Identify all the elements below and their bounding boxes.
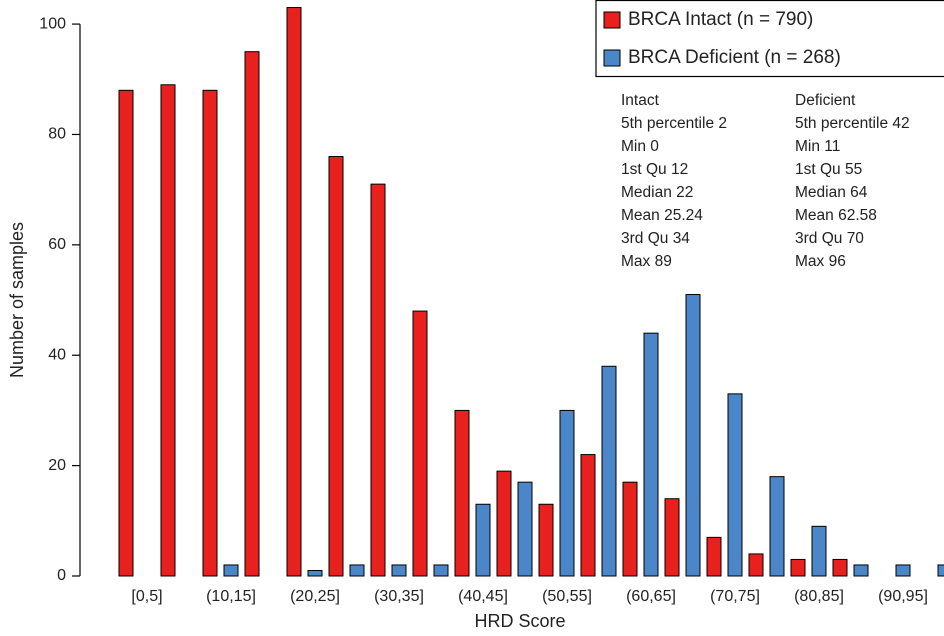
x-tick-label: [0,5] [131, 588, 162, 605]
x-tick-label: (30,35] [374, 588, 424, 605]
x-tick-label: (90,95] [878, 588, 928, 605]
bar [202, 89, 218, 577]
bar [307, 569, 323, 577]
stats-text: 1st Qu 55 [795, 161, 862, 178]
stats-text: Max 89 [621, 253, 672, 270]
bar [559, 409, 575, 577]
bar [538, 503, 554, 577]
y-tick-label: 60 [48, 236, 66, 253]
stats-text: 3rd Qu 34 [621, 230, 690, 247]
x-axis-title: HRD Score [474, 611, 565, 631]
x-tick-label: (10,15] [206, 588, 256, 605]
stats-text: 5th percentile 2 [621, 115, 727, 132]
stats-text: Intact [621, 92, 660, 109]
stats-text: Min 0 [621, 138, 659, 155]
bar [832, 558, 848, 577]
stats-text: Min 11 [795, 138, 840, 155]
bar [349, 564, 365, 577]
legend-label: BRCA Deficient (n = 268) [628, 47, 841, 68]
y-tick-label: 20 [48, 457, 66, 474]
bar [118, 89, 134, 577]
bar [517, 481, 533, 577]
bar [496, 470, 512, 577]
x-tick-label: (80,85] [794, 588, 844, 605]
bar [475, 503, 491, 577]
bar [937, 564, 944, 577]
bar [286, 7, 302, 577]
y-tick-label: 0 [57, 567, 66, 584]
stats-text: Mean 62.58 [795, 207, 877, 224]
legend-swatch [603, 11, 621, 29]
bar [811, 525, 827, 577]
legend-swatch [603, 49, 621, 67]
bar [643, 332, 659, 577]
stats-text: Max 96 [795, 253, 846, 270]
y-tick-label: 40 [48, 346, 66, 363]
bar [370, 183, 386, 577]
bar [391, 564, 407, 577]
bar [895, 564, 911, 577]
x-tick-label: (60,65] [626, 588, 676, 605]
x-tick-label: (70,75] [710, 588, 760, 605]
legend-box [595, 0, 944, 78]
bar [727, 393, 743, 577]
stats-text: Median 22 [621, 184, 693, 201]
bar [328, 156, 344, 577]
bar [433, 564, 449, 577]
stats-text: 1st Qu 12 [621, 161, 688, 178]
y-axis-title: Number of samples [7, 222, 27, 378]
legend-label: BRCA Intact (n = 790) [628, 9, 813, 30]
bar [748, 553, 764, 577]
bar [790, 558, 806, 577]
x-tick-label: (40,45] [458, 588, 508, 605]
bar [223, 564, 239, 577]
stats-text: Deficient [795, 92, 856, 109]
stats-text: 3rd Qu 70 [795, 230, 864, 247]
bar [769, 476, 785, 577]
stats-text: Mean 25.24 [621, 207, 703, 224]
bar [685, 294, 701, 577]
bar [706, 536, 722, 577]
bar [580, 454, 596, 577]
bar [853, 564, 869, 577]
bar [664, 498, 680, 577]
stats-text: 5th percentile 42 [795, 115, 910, 132]
bar [601, 365, 617, 577]
bar [160, 84, 176, 577]
x-tick-label: (20,25] [290, 588, 340, 605]
bar [454, 409, 470, 577]
y-tick-label: 80 [48, 126, 66, 143]
stats-text: Median 64 [795, 184, 868, 201]
x-tick-label: (50,55] [542, 588, 592, 605]
y-tick-label: 100 [39, 15, 66, 32]
bar [244, 51, 260, 577]
bar [412, 310, 428, 577]
bar [622, 481, 638, 577]
